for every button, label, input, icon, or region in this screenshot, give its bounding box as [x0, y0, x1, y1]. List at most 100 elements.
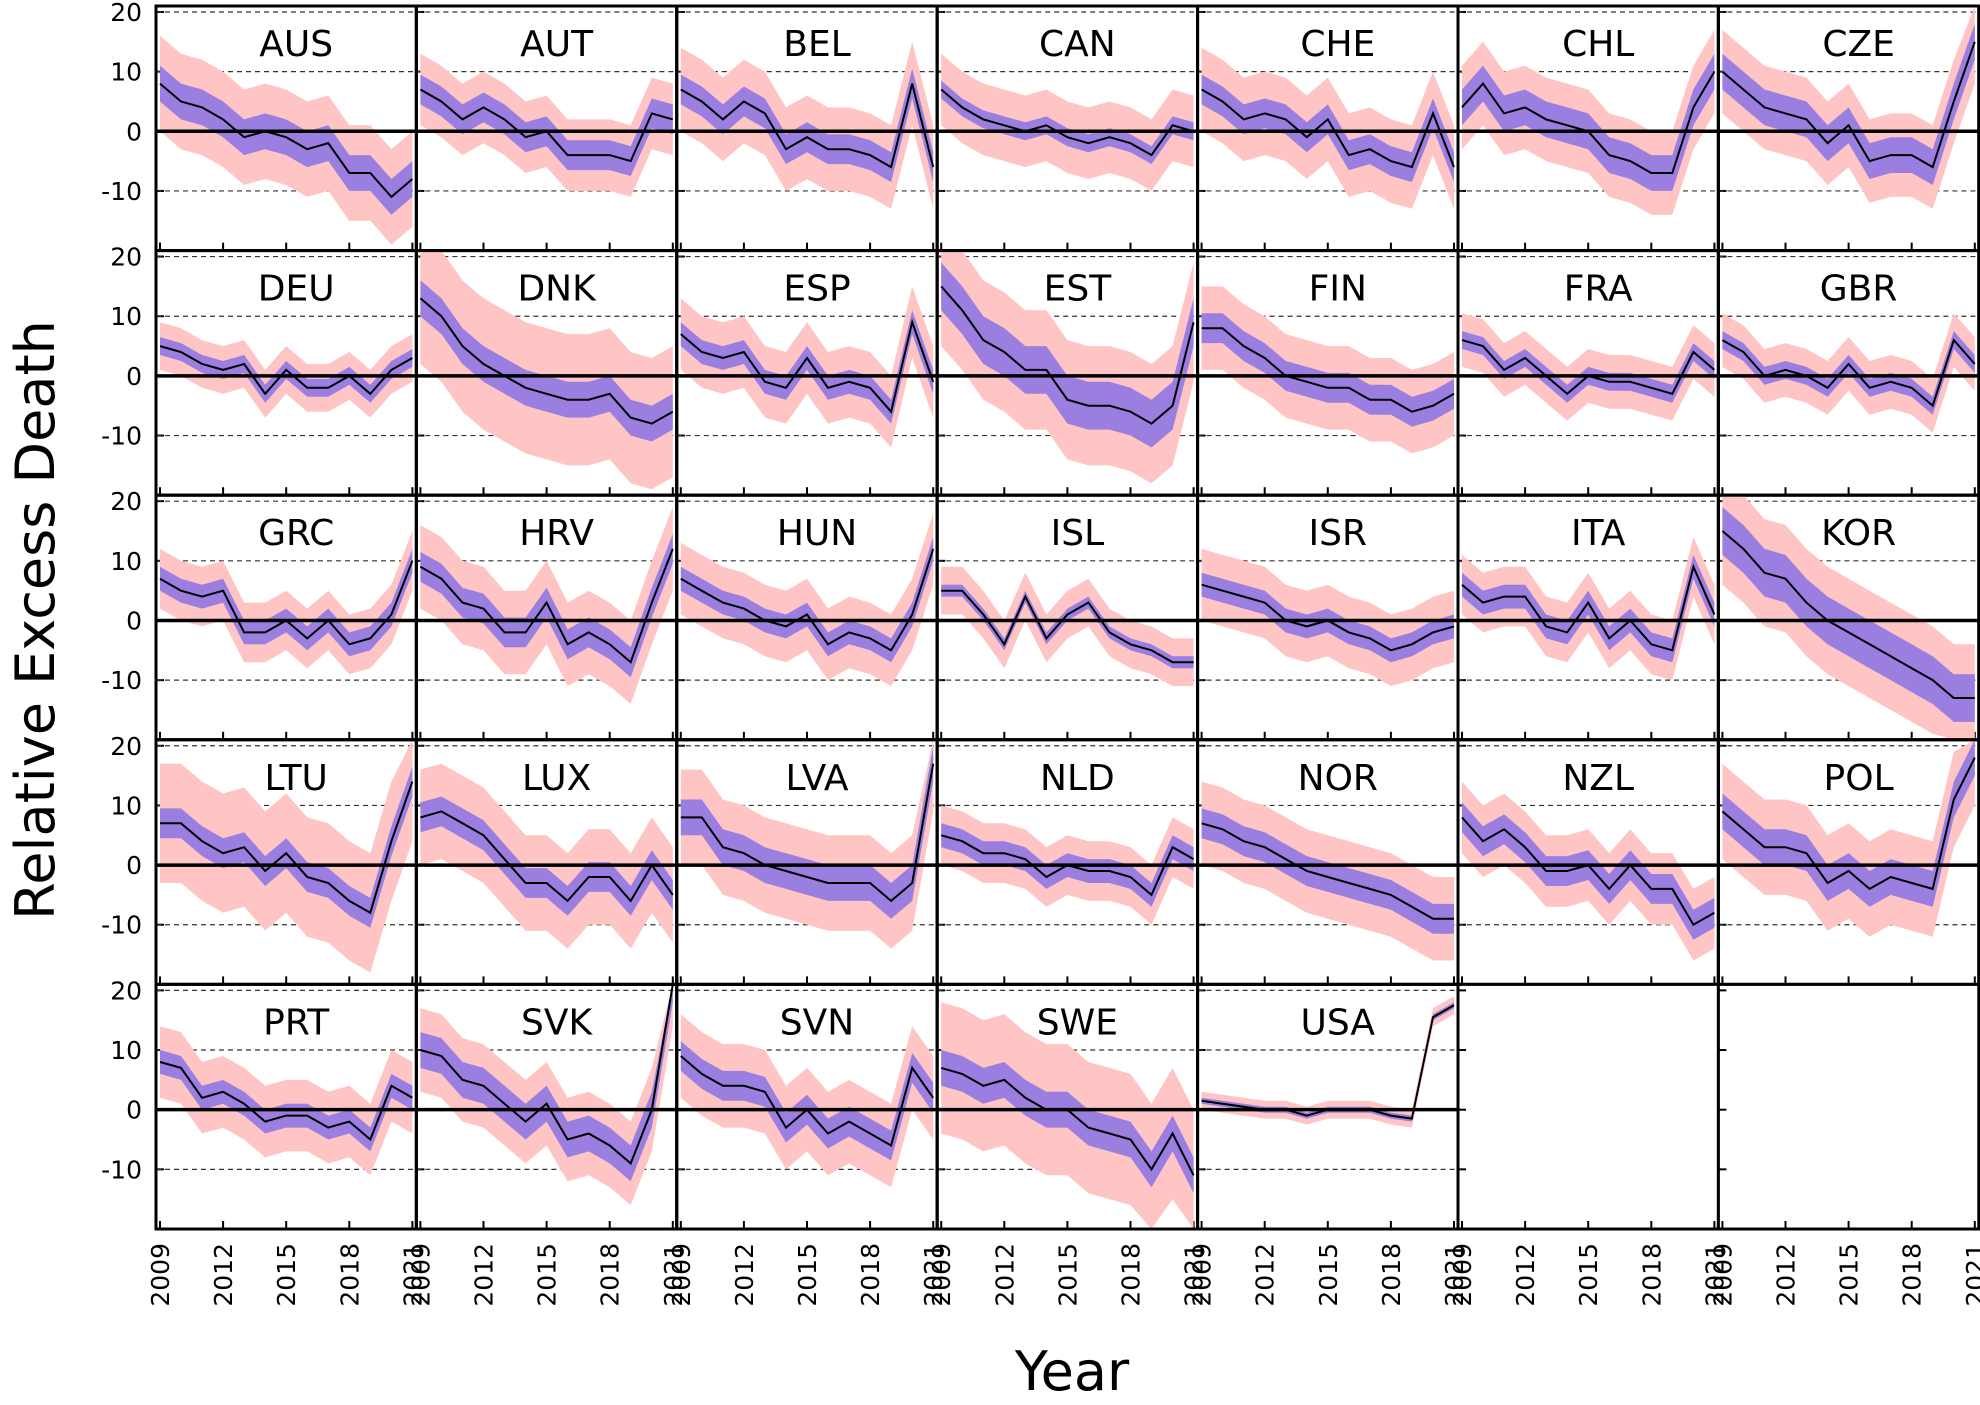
inner-band — [420, 796, 673, 916]
x-tick-label: 2015 — [1835, 1243, 1864, 1307]
panel-fra: FRA — [1456, 249, 1720, 497]
y-tick-label: 20 — [110, 0, 142, 27]
x-tick-label: 2021 — [919, 1243, 948, 1307]
inner-band — [160, 1050, 413, 1152]
series-line — [420, 810, 674, 903]
panel-che: CHE — [1196, 4, 1460, 253]
x-axis-title: Year — [1014, 1340, 1130, 1403]
x-tick-label: 2021 — [659, 1243, 688, 1307]
y-tick-label: -10 — [101, 1155, 142, 1184]
x-tick-label: 2018 — [1637, 1243, 1666, 1307]
series-line — [940, 285, 1195, 425]
series-line — [940, 88, 1194, 157]
panel-can: CAN — [935, 4, 1200, 253]
x-tick-label: 2009 — [1448, 1243, 1477, 1307]
panel-ita: ITA — [1456, 493, 1720, 742]
y-tick-label: 10 — [110, 547, 142, 576]
inner-band — [420, 74, 673, 176]
series-line — [1721, 757, 1976, 891]
panel-label: CHL — [1562, 24, 1634, 65]
x-tick-label: 2015 — [1053, 1243, 1082, 1307]
series-line — [940, 1066, 1195, 1176]
y-tick-label: 20 — [110, 732, 142, 761]
x-tick-label: 2015 — [1314, 1243, 1343, 1307]
series-line — [680, 548, 935, 652]
panel-label: SVK — [521, 1002, 593, 1043]
panel-label: CHE — [1300, 24, 1375, 65]
series-line — [1201, 327, 1455, 413]
panel-fin: FIN — [1196, 249, 1460, 497]
panel-ltu: LTU — [154, 738, 418, 986]
series-line — [1201, 583, 1455, 652]
series-line — [159, 1061, 413, 1142]
panel-grid: AUS AUT BEL CAN CHE CHL CZE DEU DNK ESP EST FIN FRA G… — [101, 0, 1980, 1307]
panel-label: NLD — [1040, 758, 1115, 799]
y-tick-label: -10 — [101, 666, 142, 695]
inner-band — [420, 984, 673, 1182]
x-tick-label: 2012 — [1251, 1243, 1280, 1307]
panel-aut: AUT — [414, 4, 679, 253]
empty-panel — [1716, 982, 1980, 1231]
panel-nld: NLD — [935, 738, 1200, 986]
series-line — [159, 345, 413, 396]
series-line — [680, 1055, 935, 1148]
inner-band — [1462, 53, 1715, 191]
series-line — [680, 763, 935, 903]
series-line — [941, 589, 1194, 664]
inner-band — [941, 1050, 1194, 1194]
x-tick-label: 2012 — [470, 1243, 499, 1307]
y-tick-label: 0 — [126, 1096, 142, 1125]
panel-hun: HUN — [675, 493, 939, 742]
inner-band — [420, 280, 673, 442]
panel-label: PRT — [263, 1002, 330, 1043]
x-tick-label: 2012 — [209, 1243, 238, 1307]
panel-label: ISL — [1051, 513, 1105, 554]
panel-grc: GRC — [154, 493, 418, 742]
inner-band — [1201, 74, 1454, 182]
series-line — [1201, 88, 1455, 169]
series-line — [159, 82, 414, 199]
panel-label: BEL — [783, 24, 851, 65]
panel-label: LVA — [785, 758, 848, 799]
y-tick-label: 0 — [126, 606, 142, 635]
series-line — [940, 834, 1195, 897]
x-tick-label: 2018 — [596, 1243, 625, 1307]
panel-label: ISR — [1309, 513, 1367, 554]
series-line — [1721, 338, 1976, 408]
inner-band — [1462, 331, 1715, 403]
x-tick-label: 2018 — [1377, 1243, 1406, 1307]
panel-chl: CHL — [1456, 4, 1720, 253]
panel-label: SVN — [780, 1002, 854, 1043]
y-tick-label: 0 — [126, 117, 142, 146]
panel-isr: ISR — [1196, 493, 1460, 742]
x-tick-label: 2009 — [1708, 1243, 1737, 1307]
panel-gbr: GBR — [1716, 249, 1980, 497]
inner-band — [1462, 802, 1715, 940]
inner-band — [680, 1041, 934, 1161]
panel-label: GRC — [258, 513, 334, 554]
panel-dnk: DNK — [414, 249, 679, 497]
y-tick-label: 20 — [110, 487, 142, 516]
x-tick-label: 2021 — [1440, 1243, 1469, 1307]
y-tick-label: 20 — [110, 243, 142, 272]
panel-label: LUX — [522, 758, 591, 799]
inner-band — [680, 68, 934, 182]
panel-bel: BEL — [675, 4, 939, 253]
panel-usa: USA — [1196, 982, 1460, 1231]
inner-band — [680, 310, 934, 424]
panel-swe: SWE — [935, 982, 1200, 1231]
panel-hrv: HRV — [414, 493, 679, 742]
panel-label: FIN — [1309, 269, 1367, 310]
panel-label: EST — [1044, 269, 1113, 310]
inner-band — [1462, 554, 1715, 663]
panel-esp: ESP — [675, 249, 939, 497]
y-tick-label: 10 — [110, 302, 142, 331]
panel-label: DEU — [258, 269, 335, 310]
x-tick-label: 2018 — [1898, 1243, 1927, 1307]
panel-lux: LUX — [414, 738, 679, 986]
series-line — [1461, 71, 1716, 174]
panel-label: ESP — [783, 269, 850, 310]
panel-label: CAN — [1039, 24, 1116, 65]
y-tick-label: 0 — [126, 851, 142, 880]
panel-label: POL — [1824, 758, 1894, 799]
